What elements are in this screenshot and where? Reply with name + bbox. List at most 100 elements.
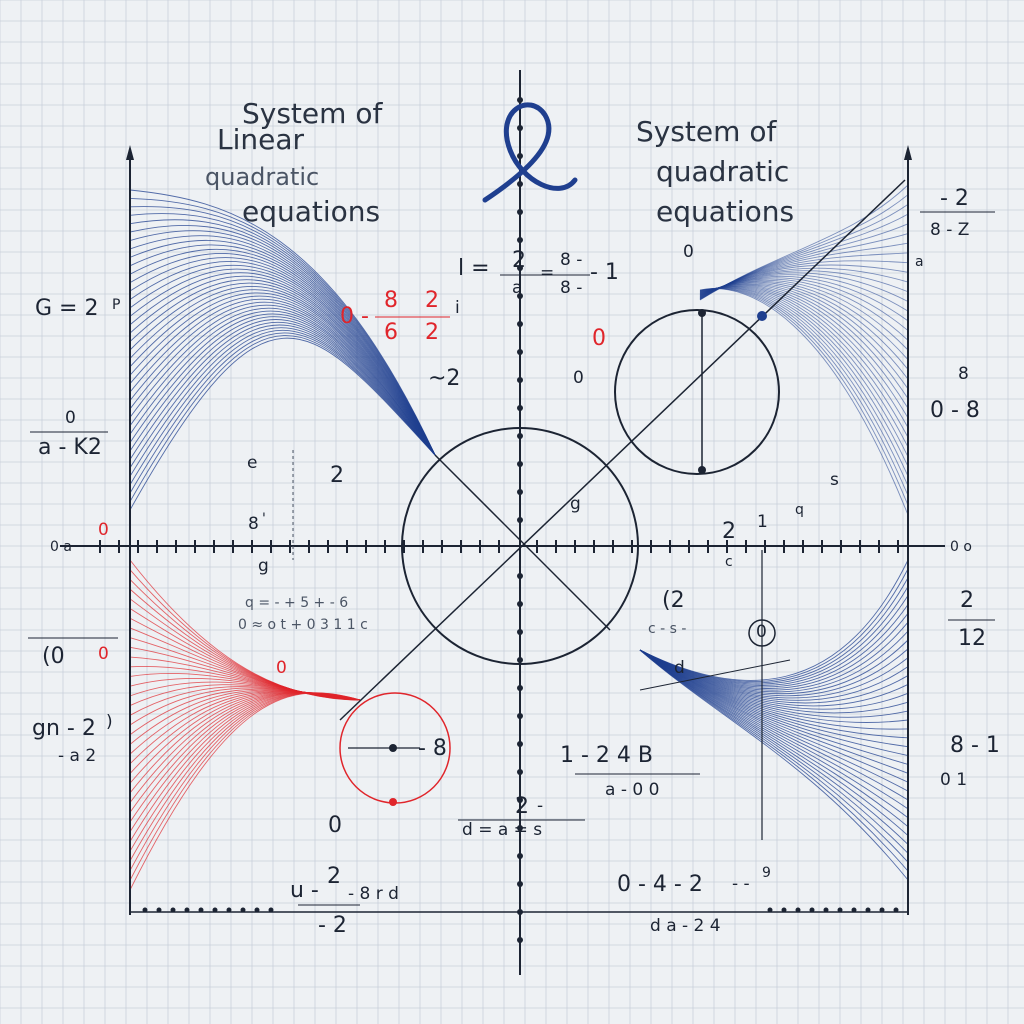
baseline-tick	[268, 907, 274, 913]
bottom-left-frac-a: u -	[290, 878, 319, 903]
bottom-left-frac-tail: - 8 r d	[348, 884, 399, 904]
curve-strand	[129, 329, 436, 485]
y-tick	[517, 517, 523, 523]
curve-strand	[129, 257, 436, 456]
small-circle-label: - 8	[418, 736, 447, 761]
central-circle	[401, 427, 639, 665]
y-tick	[517, 97, 523, 103]
right-axis-arrow	[904, 145, 912, 160]
right-bottom-eq: 0 - 4 - 2	[617, 872, 703, 897]
y-tick	[517, 853, 523, 859]
y-tick	[517, 293, 523, 299]
right-title-line2: quadratic	[656, 155, 790, 188]
baseline-tick	[767, 907, 773, 913]
right-eq-top-num: - 2	[940, 186, 969, 211]
curve-strand	[129, 692, 361, 813]
curve-strand	[129, 304, 436, 456]
left-axis-arrow	[126, 145, 134, 160]
curve-strand	[129, 264, 436, 456]
upper-right-circle-bottom-point	[698, 466, 706, 474]
top-center-frac-den: a	[512, 278, 523, 298]
y-tick	[517, 405, 523, 411]
upper-red-paren: i	[455, 298, 460, 318]
blue-curve-family-lower-right	[639, 559, 909, 881]
y-tick	[517, 489, 523, 495]
curve-strand	[129, 335, 436, 502]
right-side-frac-num: 2	[960, 588, 974, 613]
curve-strand	[129, 213, 436, 456]
y-tick	[517, 741, 523, 747]
mid-bottom-eq-num: 1 - 2 4 B	[560, 743, 653, 768]
left-bottom-eq2: - a 2	[58, 746, 97, 766]
curve-strand	[129, 235, 436, 456]
y-tick	[517, 937, 523, 943]
red-circle-center	[389, 744, 397, 752]
left-bottom-sup: )	[106, 712, 113, 732]
upper-red-frac2-den: 2	[425, 320, 439, 345]
horizontal-axis-ticks	[99, 540, 899, 913]
curve-strand	[129, 310, 436, 456]
baseline-tick	[170, 907, 176, 913]
blue-curve-family-upper-left	[129, 189, 436, 511]
axis-right-end: 0 o	[950, 539, 972, 555]
y-tick	[517, 769, 523, 775]
curve-strand	[129, 289, 436, 456]
baseline-tick	[254, 907, 260, 913]
upper-red-frac-num: 8	[384, 288, 398, 313]
curve-strand	[129, 319, 436, 456]
y-tick	[517, 321, 523, 327]
red-circle-bottom-point	[389, 798, 397, 806]
curve-strand	[129, 569, 361, 701]
mid-bottom-eq-den: a - 0 0	[605, 780, 660, 800]
left-eq-red-top: q = - + 5 + - 6	[245, 595, 349, 611]
right-bottom-den: d a - 2 4	[650, 916, 721, 936]
left-mid-8: 8	[248, 514, 259, 534]
y-tick	[517, 125, 523, 131]
diagonal-line-up	[339, 179, 906, 721]
bottom-0: 0	[328, 813, 342, 838]
red-small-0: 0	[276, 658, 287, 678]
curve-strand	[129, 321, 436, 460]
left-frac-num: 0	[65, 408, 76, 428]
left-eq-top-sup: P	[112, 297, 121, 313]
curve-strand	[129, 316, 436, 456]
top-center-eq-left: l =	[458, 256, 490, 281]
y-tick	[517, 713, 523, 719]
vertical-axis-ticks	[517, 97, 523, 943]
axis-left-end: 0 a	[50, 539, 72, 555]
right-2: 2	[722, 519, 736, 544]
curve-strand	[129, 206, 436, 456]
upper-right-circle-top-point	[698, 309, 706, 317]
top-center-frac2-num: 8 -	[560, 250, 583, 270]
upper-right-circle-blue-point	[757, 311, 767, 321]
right-dot-label: 9	[762, 865, 771, 881]
curve-strand	[129, 275, 436, 456]
center-bottom-frac-num2: -	[537, 796, 544, 816]
baseline-tick	[184, 907, 190, 913]
top-center-eq-mid: =	[540, 263, 555, 283]
baseline-tick	[865, 907, 871, 913]
curve-strand	[129, 197, 436, 456]
diagonal-line-down	[434, 454, 611, 631]
curve-strand	[129, 337, 436, 511]
left-mid-g: g	[258, 556, 269, 576]
left-mid-8sup: '	[262, 511, 266, 527]
y-tick	[517, 265, 523, 271]
y-tick	[517, 909, 523, 915]
curve-strand	[129, 189, 436, 456]
baseline-tick	[795, 907, 801, 913]
y-tick	[517, 825, 523, 831]
y-tick	[517, 881, 523, 887]
right-d: d	[674, 658, 685, 678]
y-tick	[517, 657, 523, 663]
curve-strand	[129, 307, 436, 456]
left-title-line1: System of	[242, 97, 383, 130]
curve-strand	[129, 230, 436, 456]
curve-strand	[129, 292, 436, 456]
left-bottom-eq: gn - 2	[32, 716, 96, 741]
curve-strand	[129, 253, 436, 456]
left-frac-den: a - K2	[38, 435, 102, 460]
right-paren-0: (2	[662, 588, 685, 613]
